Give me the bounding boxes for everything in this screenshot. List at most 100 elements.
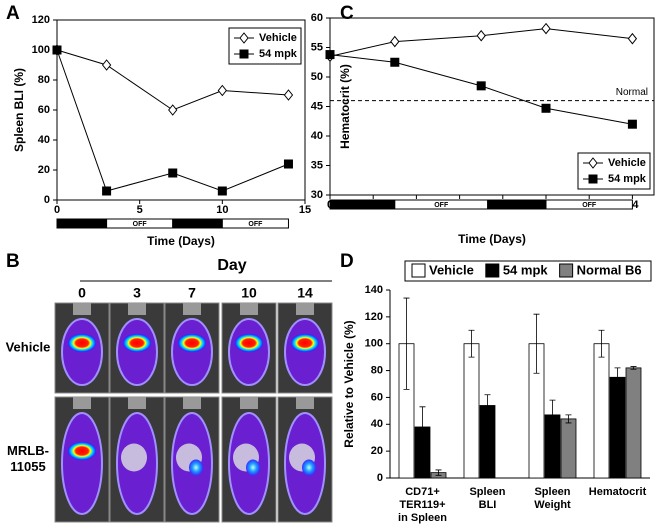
- y-axis-label: Spleen BLI (%): [12, 68, 26, 152]
- marker: [239, 32, 249, 44]
- schedule-label: OFF: [434, 202, 449, 209]
- error-bar: [419, 406, 426, 448]
- marker: [476, 81, 486, 91]
- image-top: [296, 397, 314, 409]
- y-tick-label: 60: [38, 104, 50, 116]
- legend-swatch: [411, 263, 426, 278]
- image-top: [183, 303, 201, 315]
- marker: [217, 84, 227, 97]
- signal: [189, 459, 203, 476]
- marker: [541, 22, 551, 35]
- column-label: 14: [297, 285, 313, 301]
- bar: [625, 367, 642, 479]
- y-axis-label: Hematocrit (%): [338, 64, 352, 149]
- signal: [235, 334, 263, 352]
- marker: [102, 186, 112, 196]
- error-bar: [549, 399, 556, 431]
- row-label: 11055: [10, 459, 45, 474]
- column-label: 0: [78, 285, 86, 301]
- signal: [178, 334, 206, 352]
- schedule-label: ON: [192, 221, 203, 228]
- legend-label: Vehicle: [259, 32, 297, 44]
- y-tick-label: 60: [371, 391, 383, 403]
- error-bar: [614, 367, 621, 388]
- row-label: MRLB-: [7, 443, 49, 458]
- panel-label: C: [340, 3, 354, 24]
- x-tick-label: TER119+: [399, 499, 445, 511]
- error-bar: [533, 313, 540, 374]
- marker: [541, 103, 551, 113]
- marker: [588, 174, 598, 184]
- signal: [68, 334, 96, 352]
- image-top: [183, 397, 201, 409]
- image-top: [128, 397, 146, 409]
- error-bar: [468, 329, 475, 358]
- y-tick-label: 20: [38, 164, 50, 176]
- y-tick-label: 140: [365, 284, 383, 296]
- marker: [52, 45, 62, 55]
- reference-label: Normal: [616, 87, 648, 98]
- y-tick-label: 45: [311, 100, 323, 112]
- marker: [476, 29, 486, 42]
- mouse-body: [61, 412, 103, 515]
- marker: [168, 168, 178, 178]
- y-tick-label: 40: [38, 134, 50, 146]
- y-tick-label: 0: [377, 472, 383, 484]
- signal: [291, 334, 319, 352]
- schedule-label: OFF: [248, 221, 263, 228]
- marker: [283, 159, 293, 169]
- marker: [101, 59, 112, 71]
- bar: [609, 376, 626, 479]
- y-tick-label: 0: [44, 194, 50, 206]
- column-label: 10: [241, 285, 257, 301]
- image-top: [73, 397, 91, 409]
- y-tick-label: 100: [365, 338, 383, 350]
- x-tick-label: Spleen: [469, 486, 505, 498]
- signal: [68, 442, 96, 460]
- column-label: 7: [188, 285, 196, 301]
- error-bar: [630, 366, 637, 370]
- panel-label: A: [6, 3, 20, 24]
- panel-label: D: [340, 251, 354, 272]
- x-tick-label: BLI: [479, 499, 497, 511]
- signal: [123, 334, 151, 352]
- x-tick-label: 0: [54, 204, 60, 216]
- error-bar: [403, 297, 410, 390]
- marker: [627, 119, 637, 129]
- row-label: Vehicle: [6, 339, 51, 354]
- error-bar: [565, 414, 572, 424]
- y-tick-label: 30: [311, 189, 323, 201]
- image-top: [240, 397, 258, 409]
- y-tick-label: 40: [371, 418, 383, 430]
- legend-label: Vehicle: [429, 262, 474, 277]
- y-tick-label: 35: [311, 159, 323, 171]
- schedule-label: ON: [512, 202, 523, 209]
- bar: [560, 418, 577, 479]
- x-tick-label: Hematocrit: [589, 486, 647, 498]
- y-tick-label: 120: [365, 311, 383, 323]
- schedule-segment: [545, 199, 633, 210]
- y-tick-label: 55: [311, 41, 323, 53]
- marker: [239, 49, 249, 59]
- panel-b-title: Day: [217, 257, 246, 274]
- x-tick-label: 15: [299, 204, 311, 216]
- marker: [588, 157, 598, 169]
- signal-faded: [121, 443, 147, 472]
- image-top: [240, 303, 258, 315]
- x-axis-label: Time (Days): [458, 232, 526, 246]
- y-tick-label: 50: [311, 71, 323, 83]
- legend-label: Normal B6: [577, 262, 642, 277]
- marker: [217, 186, 227, 196]
- panel-label: B: [6, 251, 20, 272]
- image-top: [73, 303, 91, 315]
- schedule-label: OFF: [133, 221, 148, 228]
- marker: [283, 89, 294, 101]
- marker: [168, 104, 178, 116]
- marker: [627, 32, 638, 45]
- schedule-label: ON: [77, 221, 88, 228]
- x-tick-label: CD71+: [405, 486, 440, 498]
- x-tick-label: Spleen: [534, 486, 570, 498]
- legend-label: 54 mpk: [259, 48, 298, 60]
- y-tick-label: 20: [371, 445, 383, 457]
